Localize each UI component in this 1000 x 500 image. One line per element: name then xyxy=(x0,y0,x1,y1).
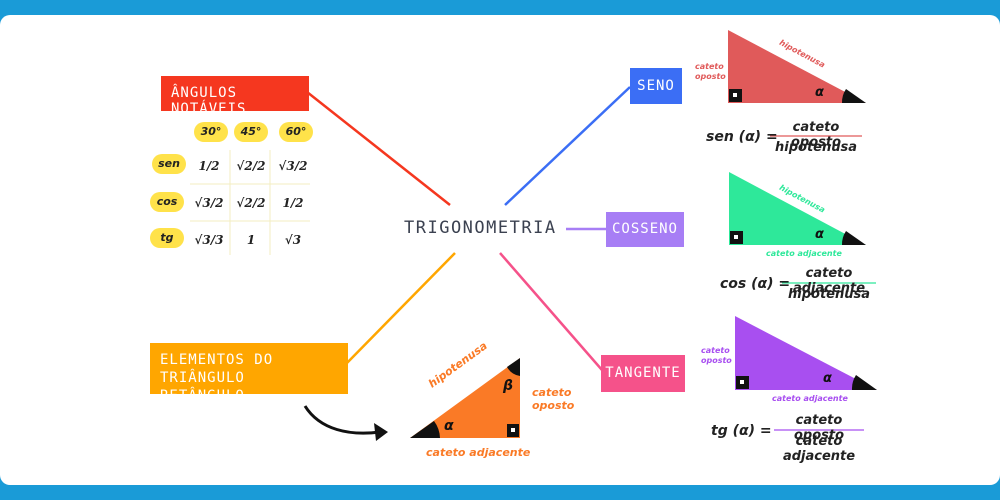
main-opposite-line-1: cateto xyxy=(532,386,574,399)
tangente-opposite-line-2: oposto xyxy=(701,356,732,366)
cosseno-alpha-label: α xyxy=(815,227,824,242)
row-label-sen: sen xyxy=(152,154,186,174)
table-cell: √2/2 xyxy=(230,159,272,173)
table-cell: √3/2 xyxy=(188,196,230,210)
angle-header-60: 60° xyxy=(279,122,313,142)
seno-opposite-label: cateto oposto xyxy=(695,62,726,82)
seno-formula-denominator: hipotenusa xyxy=(770,140,862,155)
main-opposite-line-2: oposto xyxy=(532,399,574,412)
table-cell: 1/2 xyxy=(188,159,230,173)
table-cell: 1/2 xyxy=(272,196,314,210)
connector-seno xyxy=(505,87,630,205)
connector-angulos xyxy=(307,92,450,205)
table-cell: 1 xyxy=(230,233,272,247)
row-label-tg: tg xyxy=(150,228,184,248)
seno-opposite-line-2: oposto xyxy=(695,72,726,82)
main-beta-label: β xyxy=(503,378,513,394)
seno-alpha-label: α xyxy=(815,85,824,100)
connector-elementos xyxy=(345,253,455,365)
box-cosseno: COSSENO xyxy=(606,212,684,247)
tangente-opposite-line-1: cateto xyxy=(701,346,732,356)
seno-formula-lhs: sen (α) = xyxy=(706,129,778,145)
main-opposite-label: cateto oposto xyxy=(532,386,574,412)
table-cell: √3/2 xyxy=(272,159,314,173)
tangente-formula-denominator: cateto adjacente xyxy=(770,434,868,464)
box-tangente: TANGENTE xyxy=(601,355,685,392)
curved-arrow-icon xyxy=(305,406,380,433)
cosseno-adjacent-label: cateto adjacente xyxy=(766,249,842,258)
center-title: TRIGONOMETRIA xyxy=(404,218,557,238)
triangle-main xyxy=(410,358,520,438)
main-adjacent-label: cateto adjacente xyxy=(426,446,530,459)
angle-header-45: 45° xyxy=(234,122,268,142)
row-label-cos: cos xyxy=(150,192,184,212)
cosseno-formula-denominator: hipotenusa xyxy=(778,287,880,302)
box-elementos-triangulo: ELEMENTOS DO TRIÂNGULO RETÂNGULO xyxy=(150,343,348,394)
box-angulos-notaveis: ÂNGULOS NOTÁVEIS xyxy=(161,76,309,111)
table-cell: √3 xyxy=(272,233,314,247)
connector-tangente xyxy=(500,253,602,370)
box-seno: SENO xyxy=(630,68,682,104)
tangente-opposite-label: cateto oposto xyxy=(701,346,732,366)
tangente-alpha-label: α xyxy=(823,371,832,386)
table-cell: √3/3 xyxy=(188,233,230,247)
tangente-adjacent-label: cateto adjacente xyxy=(772,394,848,403)
angle-header-30: 30° xyxy=(194,122,228,142)
elementos-line-1: ELEMENTOS DO TRIÂNGULO xyxy=(160,351,348,387)
seno-opposite-line-1: cateto xyxy=(695,62,726,72)
elementos-line-2: RETÂNGULO xyxy=(160,387,348,405)
main-alpha-label: α xyxy=(444,418,454,434)
tangente-formula-lhs: tg (α) = xyxy=(711,423,772,439)
table-cell: √2/2 xyxy=(230,196,272,210)
